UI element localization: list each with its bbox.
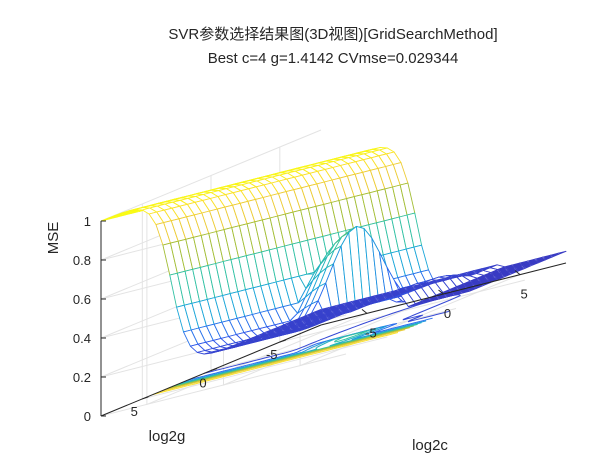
y-tick-label: -5 xyxy=(266,347,278,362)
z-tick-label: 0.4 xyxy=(73,331,91,346)
x-tick-label: -5 xyxy=(365,325,377,340)
chart-subtitle: Best c=4 g=1.4142 CVmse=0.029344 xyxy=(208,50,459,67)
contour-line xyxy=(172,323,418,387)
y-axis-label: log2g xyxy=(149,428,186,445)
z-axis-label: MSE xyxy=(45,222,62,255)
z-tick-label: 0 xyxy=(84,409,91,424)
x-gridline xyxy=(146,209,368,406)
x-axis-label: log2c xyxy=(412,437,448,454)
contour-projection xyxy=(152,294,461,395)
y-tick-label: 0 xyxy=(199,376,206,391)
y-tick xyxy=(279,339,286,343)
x-tick-label: 5 xyxy=(520,287,527,302)
z-tick-label: 1 xyxy=(84,214,91,229)
contour-line xyxy=(176,322,422,386)
surface-cell xyxy=(551,250,567,257)
axes: 0 0.2 0.4 0.6 0.8 1 5 0 -5 -5 0 5 xyxy=(73,214,567,424)
y-tick xyxy=(210,368,218,371)
z-tick-label: 0.6 xyxy=(73,292,91,307)
x-tick xyxy=(438,289,444,295)
chart-title: SVR参数选择结果图(3D视图)[GridSearchMethod] xyxy=(168,26,497,43)
y-tick-label: 5 xyxy=(131,404,138,419)
x-tick-label: 0 xyxy=(444,306,451,321)
z-tick-label: 0.2 xyxy=(73,370,91,385)
x-tick xyxy=(514,270,521,276)
z-tick-label: 0.8 xyxy=(73,253,91,268)
x-tick xyxy=(361,308,368,314)
y-tick xyxy=(142,396,149,400)
mse-surface xyxy=(100,147,567,355)
